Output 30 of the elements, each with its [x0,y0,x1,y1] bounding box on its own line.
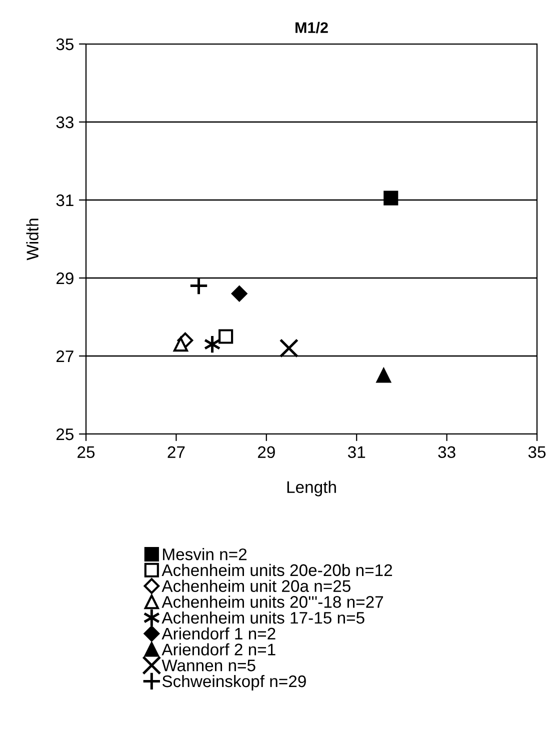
y-tick-label: 25 [56,428,74,440]
x-tick-label: 35 [528,446,546,458]
x-tick-label: 29 [258,446,275,458]
legend-label: Achenheim units 17-15 n=5 [162,611,364,624]
y-tick-label: 35 [56,38,74,50]
point [376,368,391,383]
y-tick-label: 33 [56,116,74,128]
x-tick-label: 27 [168,446,185,458]
legend-label: Achenheim units 20'''-18 n=27 [162,596,384,608]
y-tick-label: 29 [56,272,74,284]
legend-label: Achenheim unit 20a n=25 [162,580,350,592]
point [218,329,234,344]
legend-label: Wannen n=5 [162,660,256,672]
chart-title: M1/2 [296,22,328,34]
y-tick-label: 31 [56,194,74,206]
legend-label: Achenheim units 20e-20b n=12 [162,564,392,576]
x-tick-label: 25 [78,446,95,458]
point [279,338,299,358]
x-tick-label: 33 [438,446,456,458]
x-axis-title: Length [287,480,336,496]
legend-label: Ariendorf 1 n=2 [162,627,276,640]
point [231,286,248,302]
x-tick-label: 31 [348,446,366,458]
y-tick-label: 27 [56,350,74,362]
point [384,190,398,206]
legend-label: Mesvin n=2 [163,548,247,560]
legend-label: Ariendorf 2 n=1 [162,643,276,656]
point [173,337,188,352]
legend-label: Schweinskopf n=29 [162,674,306,690]
y-axis-title: Width [26,218,38,260]
